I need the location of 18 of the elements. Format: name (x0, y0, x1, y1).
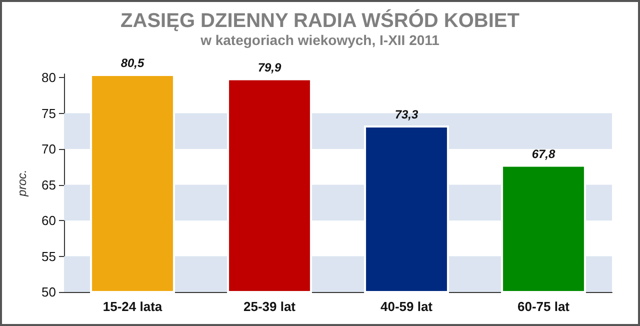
x-tick-label: 25-39 lat (243, 299, 296, 314)
y-tick-label: 50 (42, 284, 56, 300)
y-tick-label: 60 (42, 213, 56, 228)
chart-title: ZASIĘG DZIENNY RADIA WŚRÓD KOBIET (120, 9, 520, 32)
data-label: 80,5 (120, 56, 144, 70)
data-label: 67,8 (532, 146, 556, 161)
y-axis-title: proc. (15, 170, 29, 198)
y-tick-label: 80 (42, 70, 56, 86)
data-label: 73,3 (394, 107, 418, 122)
y-tick-label: 55 (42, 248, 56, 264)
y-tick-label: 65 (42, 177, 56, 192)
x-tick-label: 15-24 lata (102, 299, 163, 314)
x-tick-label: 60-75 lat (517, 299, 570, 314)
x-tick-label: 40-59 lat (380, 299, 434, 314)
y-tick-label: 70 (42, 142, 56, 157)
y-tick-label: 75 (42, 106, 56, 121)
data-label: 79,9 (258, 60, 282, 74)
chart-subtitle: w kategoriach wiekowych, I-XII 2011 (200, 32, 440, 48)
